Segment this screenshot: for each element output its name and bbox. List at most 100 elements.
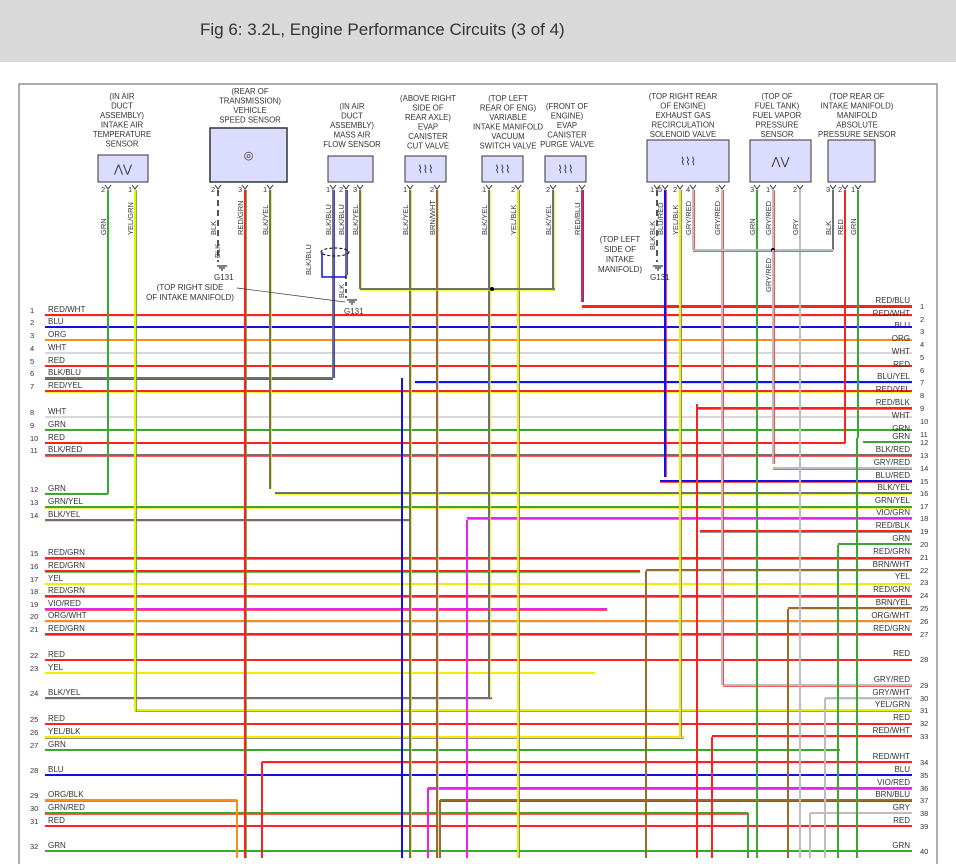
component-wire-label: GRY/RED (764, 200, 773, 235)
ground-location-note: (TOP LEFT (600, 235, 641, 244)
right-wire-label: RED/GRN (873, 547, 910, 556)
left-pin-number: 27 (30, 741, 38, 750)
left-pin-number: 9 (30, 421, 34, 430)
connector-icon (514, 184, 522, 190)
component-label: DUCT (111, 102, 133, 111)
solenoid-potentiometer-icon: ⌇⌇⌇ (680, 156, 696, 168)
pin-number: 2 (673, 185, 677, 194)
right-pin-number: 10 (920, 417, 928, 426)
right-wire-label: BLK/YEL (878, 483, 911, 492)
ground-location-note: INTAKE (606, 255, 634, 264)
right-pin-number: 6 (920, 366, 924, 375)
left-pin-number: 14 (30, 511, 38, 520)
left-wire-label: GRN (48, 420, 66, 429)
ground-location-note: OF INTAKE MANIFOLD) (146, 293, 234, 302)
right-wire-label: GRY/WHT (872, 688, 910, 697)
right-wire-label: RED (893, 649, 910, 658)
component-wire-label: GRN (99, 218, 108, 235)
connector-icon (841, 184, 849, 190)
cut-component (404, 155, 447, 183)
header-bar: Fig 6: 3.2L, Engine Performance Circuits… (0, 0, 956, 62)
pin-number: 2 (838, 185, 842, 194)
right-wire-label: GRN (892, 424, 910, 433)
left-pin-number: 18 (30, 587, 38, 596)
connector-icon (131, 184, 139, 190)
component-label: EVAP (418, 123, 438, 132)
connector-icon (241, 184, 249, 190)
right-pin-number: 37 (920, 796, 928, 805)
thermistor-icon: ⋀⋁ (113, 164, 133, 176)
component-wire-label: BLK/YEL (401, 205, 410, 235)
right-wire-label: GRN (892, 534, 910, 543)
right-pin-number: 9 (920, 404, 924, 413)
right-pin-number: 26 (920, 617, 928, 626)
component-label: SOLENOID VALVE (650, 130, 716, 139)
left-pin-number: 4 (30, 344, 34, 353)
right-pin-number: 8 (920, 391, 924, 400)
connector-icon (342, 184, 350, 190)
component-label: (TOP REAR OF (829, 92, 884, 101)
left-pin-number: 17 (30, 575, 38, 584)
component-wire-label: GRY (791, 219, 800, 235)
right-wire-label: RED/BLU (875, 296, 910, 305)
component-label: ASSEMBLY) (330, 121, 374, 130)
left-pin-number: 31 (30, 817, 38, 826)
left-pin-number: 28 (30, 766, 38, 775)
component-label: TRANSMISSION) (219, 97, 281, 106)
pin-number: 3 (826, 185, 830, 194)
right-pin-number: 39 (920, 822, 928, 831)
right-pin-number: 12 (920, 438, 928, 447)
right-pin-number: 36 (920, 784, 928, 793)
component-wire-label: YEL/BLK (509, 205, 518, 235)
left-wire-label: RED (48, 714, 65, 723)
ground-icon (217, 265, 227, 271)
right-wire-label: RED/WHT (873, 726, 910, 735)
right-wire-label: RED (893, 360, 910, 369)
ground-label: G131 (650, 273, 670, 282)
connector-icon (689, 184, 697, 190)
left-pin-number: 29 (30, 791, 38, 800)
component-label: (TOP OF (761, 92, 793, 101)
right-pin-number: 7 (920, 378, 924, 387)
ground-label: G131 (214, 273, 234, 282)
egr-component (646, 139, 730, 183)
component-label: INTAKE MANIFOLD) (821, 102, 894, 111)
component-label: CANISTER (408, 132, 448, 141)
component-wire-label: GRN (849, 218, 858, 235)
component-label: ASSEMBLY) (100, 111, 144, 120)
left-wire-label: BLK/RED (48, 445, 82, 454)
right-pin-number: 34 (920, 758, 928, 767)
left-pin-number: 20 (30, 612, 38, 621)
right-pin-number: 40 (920, 847, 928, 856)
right-wire-label: WHT (892, 411, 910, 420)
right-wire-label: RED/GRN (873, 585, 910, 594)
right-wire-label: GRN (892, 841, 910, 850)
right-pin-number: 29 (920, 681, 928, 690)
left-pin-number: 32 (30, 842, 38, 851)
right-wire-label: ORG (892, 334, 910, 343)
component-label: TEMPERATURE (93, 130, 151, 139)
component-label: OF ENGINE) (660, 102, 706, 111)
pin-number: 2 (793, 185, 797, 194)
component-label: INTAKE MANIFOLD (473, 123, 543, 132)
ftp-component (749, 139, 812, 183)
connector-icon (549, 184, 557, 190)
left-pin-number: 5 (30, 357, 34, 366)
right-pin-number: 22 (920, 566, 928, 575)
left-wire-label: GRN/YEL (48, 497, 84, 506)
leader-line (236, 287, 346, 303)
right-pin-number: 14 (920, 464, 928, 473)
potentiometer-icon: ⋀⋁ (770, 156, 790, 168)
pin-number: 1 (851, 185, 855, 194)
pin-number: 2 (430, 185, 434, 194)
component-label: DUCT (341, 112, 363, 121)
pin-number: 1 (575, 185, 579, 194)
wire-label: GRY/RED (764, 257, 773, 292)
pin-number: 3 (715, 185, 719, 194)
wire-label: BLK (337, 284, 346, 298)
speed-sensor-icon: ◎ (244, 150, 254, 162)
connector-icon (676, 184, 684, 190)
right-pin-number: 18 (920, 514, 928, 523)
iat-component (97, 154, 149, 183)
component-label: PRESSURE (756, 121, 799, 130)
